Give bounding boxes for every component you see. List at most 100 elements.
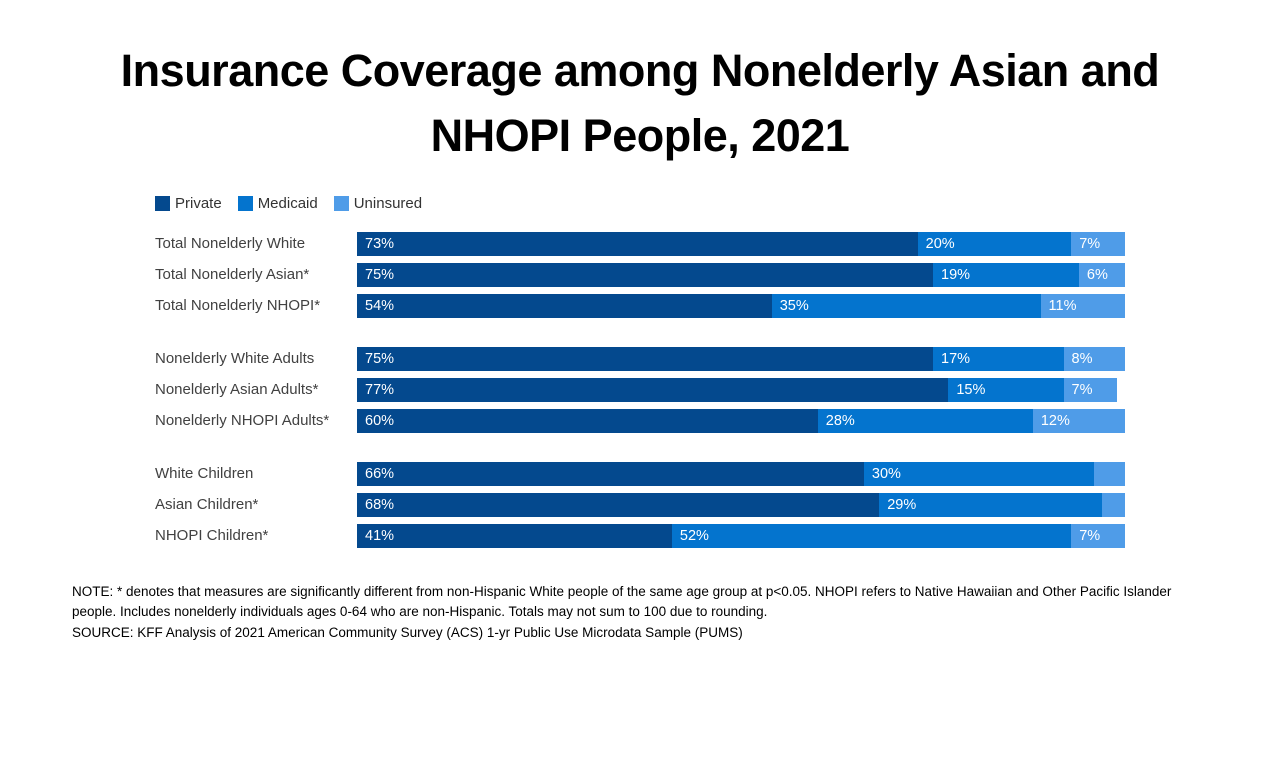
bar-value-label: 8% (1071, 350, 1093, 367)
stacked-bar: 77% 15% 7% (357, 377, 1125, 402)
bar-segment-uninsured: 8% (1063, 346, 1125, 371)
stacked-bar: 41% 52% 7% (357, 523, 1125, 548)
bar-value-label: 6% (1086, 266, 1108, 283)
bar-row: Total Nonelderly Asian* 75% 19% 6% (155, 262, 1125, 287)
row-label: Asian Children* (155, 496, 259, 513)
bar-value-label: 7% (1079, 235, 1101, 252)
legend-swatch-icon (333, 195, 349, 211)
legend-item-uninsured: Uninsured (333, 194, 423, 212)
stacked-bar: 73% 20% 7% (357, 231, 1125, 256)
bar-segment-medicaid: 15% (948, 377, 1064, 402)
bar-segment-private: 54% (357, 293, 772, 318)
bar-segment-uninsured (1094, 461, 1125, 486)
stacked-bar: 60% 28% 12% (357, 408, 1125, 433)
bar-segment-uninsured: 11% (1040, 293, 1125, 318)
bar-row: NHOPI Children* 41% 52% 7% (155, 523, 1125, 548)
bar-segment-uninsured: 7% (1071, 523, 1125, 548)
bar-row: Nonelderly White Adults 75% 17% 8% (155, 346, 1125, 371)
bar-group-adults: Nonelderly White Adults 75% 17% 8% Nonelderl… (155, 346, 1125, 433)
bar-value-label: 28% (825, 412, 855, 429)
bar-segment-medicaid: 20% (917, 231, 1072, 256)
bar-segment-private: 73% (357, 231, 918, 256)
stacked-bar: 75% 17% 8% (357, 346, 1125, 371)
bar-value-label: 54% (365, 297, 395, 314)
footnotes: NOTE: * denotes that measures are signif… (72, 582, 1190, 645)
bar-value-label: 17% (941, 350, 971, 367)
legend-item-private: Private (155, 195, 222, 212)
bar-segment-medicaid: 17% (933, 346, 1064, 371)
bar-segment-private: 66% (357, 461, 864, 486)
bar-row: Nonelderly Asian Adults* 77% 15% 7% (155, 377, 1125, 402)
bar-value-label: 11% (1048, 297, 1077, 314)
bar-segment-medicaid: 28% (817, 408, 1033, 433)
stacked-bar: 66% 30% (357, 461, 1125, 486)
bar-value-label: 66% (365, 465, 395, 482)
bar-segment-private: 75% (357, 262, 933, 287)
bar-segment-private: 77% (357, 377, 949, 402)
bar-value-label: 30% (871, 465, 901, 482)
bar-segment-private: 75% (357, 346, 933, 371)
bar-value-label: 68% (365, 496, 395, 513)
bar-value-label: 75% (365, 350, 395, 367)
bar-segment-medicaid: 35% (771, 293, 1041, 318)
bar-value-label: 60% (365, 412, 395, 429)
legend-label: Medicaid (257, 194, 318, 212)
stacked-bar: 68% 29% (357, 492, 1125, 517)
row-label: NHOPI Children* (155, 527, 269, 544)
bar-segment-private: 60% (357, 408, 818, 433)
bar-value-label: 35% (779, 297, 809, 314)
row-label: Total Nonelderly Asian* (155, 266, 310, 283)
bar-value-label: 12% (1040, 412, 1070, 429)
legend-label: Uninsured (353, 194, 423, 212)
bar-segment-medicaid: 29% (879, 492, 1102, 517)
bar-segment-uninsured: 12% (1032, 408, 1125, 433)
chart-title-line1: Insurance Coverage among Nonelderly Asia… (120, 45, 1160, 96)
legend-swatch-icon (155, 195, 170, 211)
bar-value-label: 7% (1071, 381, 1093, 398)
bar-row: White Children 66% 30% (155, 461, 1125, 486)
bar-row: Total Nonelderly White 73% 20% 7% (155, 231, 1125, 256)
bar-segment-medicaid: 30% (863, 461, 1095, 486)
legend-label: Private (175, 194, 222, 212)
bar-value-label: 52% (679, 527, 709, 544)
row-label: Total Nonelderly White (155, 235, 306, 252)
bar-value-label: 19% (941, 266, 971, 283)
bar-value-label: 7% (1079, 527, 1101, 544)
note-text: NOTE: * denotes that measures are signif… (72, 583, 1172, 620)
bar-value-label: 29% (887, 496, 917, 513)
row-label: Nonelderly NHOPI Adults* (155, 412, 330, 429)
bar-value-label: 75% (365, 266, 395, 283)
bar-value-label: 73% (365, 235, 395, 252)
bar-segment-medicaid: 19% (933, 262, 1079, 287)
legend-item-medicaid: Medicaid (237, 194, 318, 212)
row-label: Total Nonelderly NHOPI* (155, 297, 321, 314)
source-text: SOURCE: KFF Analysis of 2021 American Co… (72, 625, 743, 641)
bar-row: Total Nonelderly NHOPI* 54% 35% 11% (155, 293, 1125, 318)
chart-page: Insurance Coverage among Nonelderly Asia… (0, 38, 1280, 758)
row-label: Nonelderly Asian Adults* (155, 381, 319, 398)
stacked-bar: 75% 19% 6% (357, 262, 1125, 287)
chart-title: Insurance Coverage among Nonelderly Asia… (30, 38, 1250, 169)
bar-segment-uninsured: 6% (1078, 262, 1125, 287)
chart-title-line2: NHOPI People, 2021 (430, 110, 850, 162)
bar-segment-private: 41% (357, 523, 672, 548)
bar-segment-medicaid: 52% (671, 523, 1072, 548)
row-label: Nonelderly White Adults (155, 350, 315, 367)
bar-row: Nonelderly NHOPI Adults* 60% 28% 12% (155, 408, 1125, 433)
bar-segment-uninsured (1101, 492, 1125, 517)
legend-swatch-icon (237, 195, 253, 211)
bar-segment-private: 68% (357, 492, 880, 517)
row-label: White Children (155, 465, 254, 482)
bar-value-label: 15% (956, 381, 986, 398)
bar-group-totals: Total Nonelderly White 73% 20% 7% Total None… (155, 231, 1125, 318)
bar-value-label: 20% (925, 235, 955, 252)
stacked-bar-chart: Private Medicaid Uninsured Total Nonelderl… (155, 195, 1125, 548)
bar-segment-uninsured: 7% (1071, 231, 1125, 256)
bar-value-label: 77% (365, 381, 395, 398)
bar-value-label: 41% (365, 527, 395, 544)
bar-groups: Total Nonelderly White 73% 20% 7% Total None… (155, 231, 1125, 548)
stacked-bar: 54% 35% 11% (357, 293, 1125, 318)
bar-segment-uninsured: 7% (1063, 377, 1118, 402)
bar-group-children: White Children 66% 30% Asian Children* 68% 29… (155, 461, 1125, 548)
bar-row: Asian Children* 68% 29% (155, 492, 1125, 517)
